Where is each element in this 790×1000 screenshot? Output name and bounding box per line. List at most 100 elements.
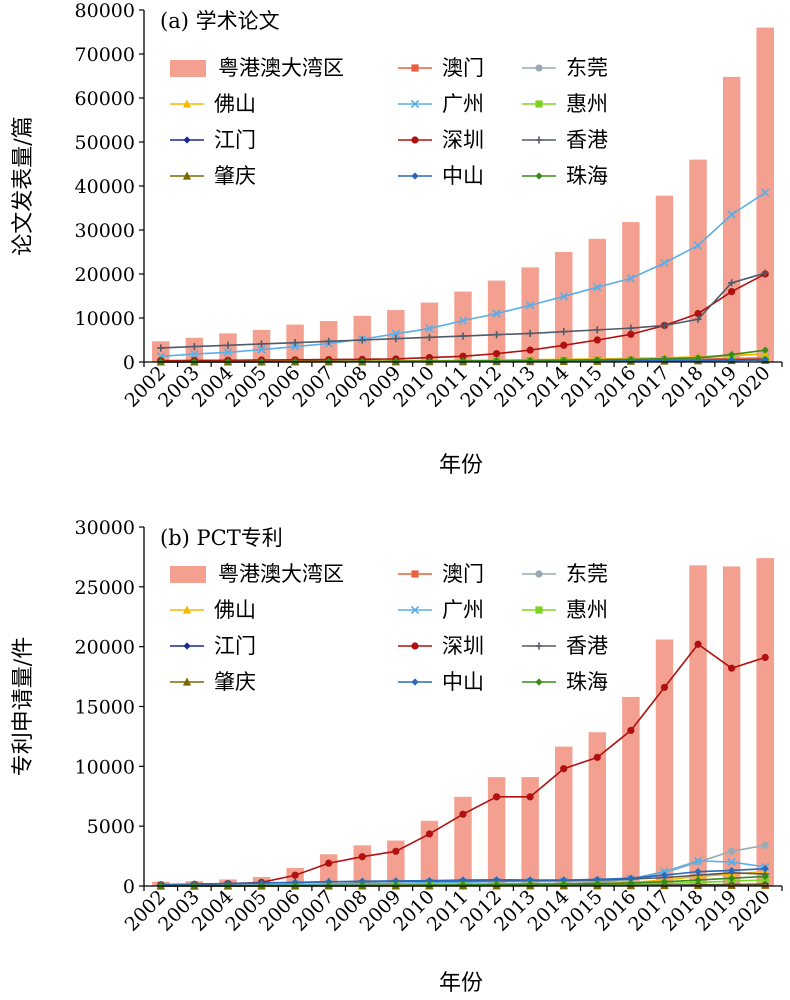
line-series bbox=[157, 269, 769, 352]
data-point bbox=[492, 350, 501, 358]
legend-marker bbox=[182, 677, 192, 686]
legend-marker bbox=[411, 570, 419, 578]
chart-panel-a: 0 10000 20000 30000 40000 50000 60000 70000 8000… bbox=[11, 0, 783, 478]
data-point bbox=[660, 258, 669, 268]
data-point bbox=[425, 881, 434, 889]
data-point bbox=[525, 301, 535, 310]
data-point bbox=[627, 726, 635, 735]
legend-label: 香港 bbox=[566, 128, 608, 152]
data-point bbox=[727, 857, 736, 867]
data-point bbox=[728, 288, 736, 296]
legend-marker bbox=[535, 570, 543, 578]
data-point bbox=[526, 329, 534, 337]
legend-item: 澳门 bbox=[398, 562, 484, 586]
legend-label: 佛山 bbox=[214, 598, 256, 622]
data-point bbox=[560, 341, 568, 349]
data-point bbox=[290, 342, 300, 351]
legend-item: 粤港澳大湾区 bbox=[170, 56, 344, 80]
bar bbox=[655, 195, 674, 362]
data-point bbox=[392, 881, 400, 889]
legend-marker bbox=[535, 172, 543, 180]
data-point bbox=[257, 340, 266, 348]
bar bbox=[454, 291, 472, 362]
data-point bbox=[693, 856, 703, 866]
legend-item: 香港 bbox=[522, 128, 608, 152]
y-tick-label: 0 bbox=[123, 352, 135, 374]
y-tick-label: 50000 bbox=[75, 132, 135, 154]
data-point bbox=[560, 356, 568, 364]
legend-label: 中山 bbox=[442, 670, 484, 694]
data-point bbox=[593, 356, 601, 364]
legend-marker bbox=[535, 678, 543, 686]
legend-marker bbox=[182, 99, 192, 108]
data-point bbox=[761, 841, 769, 849]
data-point bbox=[727, 880, 736, 889]
data-point bbox=[458, 316, 468, 325]
legend-item: 惠州 bbox=[522, 598, 608, 622]
legend-item: 中山 bbox=[398, 164, 484, 188]
data-point bbox=[257, 345, 266, 354]
data-point bbox=[358, 336, 366, 344]
data-point bbox=[459, 876, 467, 884]
bar bbox=[622, 696, 640, 886]
legend-label: 惠州 bbox=[566, 92, 608, 116]
legend-marker bbox=[535, 64, 543, 72]
data-point bbox=[291, 871, 299, 879]
y-tick-label: 30000 bbox=[75, 517, 135, 539]
data-point bbox=[694, 640, 702, 648]
data-point bbox=[526, 876, 534, 884]
legend-item: 粤港澳大湾区 bbox=[170, 562, 344, 586]
x-axis-title: 年份 bbox=[439, 453, 483, 478]
data-point bbox=[593, 326, 601, 334]
legend-label: 深圳 bbox=[442, 128, 484, 152]
bar bbox=[487, 777, 506, 886]
legend-label: 深圳 bbox=[442, 634, 484, 658]
data-point bbox=[492, 309, 501, 318]
legend-swatch bbox=[170, 60, 206, 77]
legend-marker bbox=[411, 172, 419, 180]
legend-marker bbox=[535, 136, 543, 144]
bar bbox=[722, 76, 741, 362]
data-point bbox=[526, 793, 534, 801]
data-point bbox=[492, 880, 501, 889]
legend-label: 广州 bbox=[442, 598, 484, 622]
data-point bbox=[728, 350, 736, 359]
bar-series bbox=[152, 558, 774, 886]
y-tick-label: 25000 bbox=[75, 577, 135, 599]
data-point bbox=[392, 877, 400, 885]
data-point bbox=[761, 346, 769, 354]
bar bbox=[588, 732, 607, 886]
data-point bbox=[459, 357, 467, 365]
legend-marker bbox=[183, 642, 191, 650]
legend-marker bbox=[411, 136, 419, 144]
legend-item: 佛山 bbox=[170, 598, 256, 622]
data-point bbox=[392, 335, 400, 343]
legend-marker bbox=[410, 99, 420, 109]
y-tick-label: 5000 bbox=[87, 816, 135, 838]
data-point bbox=[761, 865, 769, 873]
legend-item: 佛山 bbox=[170, 92, 256, 116]
data-point bbox=[325, 859, 333, 867]
legend-item: 珠海 bbox=[522, 164, 608, 188]
y-tick-label: 80000 bbox=[75, 0, 135, 22]
data-point bbox=[425, 333, 434, 341]
y-tick-label: 0 bbox=[123, 876, 135, 898]
data-point bbox=[728, 866, 736, 875]
data-point bbox=[727, 210, 736, 219]
data-point bbox=[660, 683, 669, 691]
bar bbox=[487, 280, 506, 362]
legend-item: 东莞 bbox=[522, 562, 608, 586]
data-point bbox=[492, 793, 501, 801]
data-point bbox=[560, 880, 568, 888]
legend-marker bbox=[411, 64, 419, 72]
data-point bbox=[526, 356, 534, 365]
data-point bbox=[291, 339, 299, 347]
chart-title: (b) PCT专利 bbox=[160, 526, 283, 550]
legend-marker bbox=[410, 605, 420, 615]
data-point bbox=[224, 341, 232, 349]
y-tick-label: 40000 bbox=[75, 176, 135, 198]
legend-label: 中山 bbox=[442, 164, 484, 188]
legend-label: 东莞 bbox=[566, 56, 608, 80]
data-point bbox=[190, 349, 199, 359]
y-tick-label: 20000 bbox=[75, 637, 135, 659]
